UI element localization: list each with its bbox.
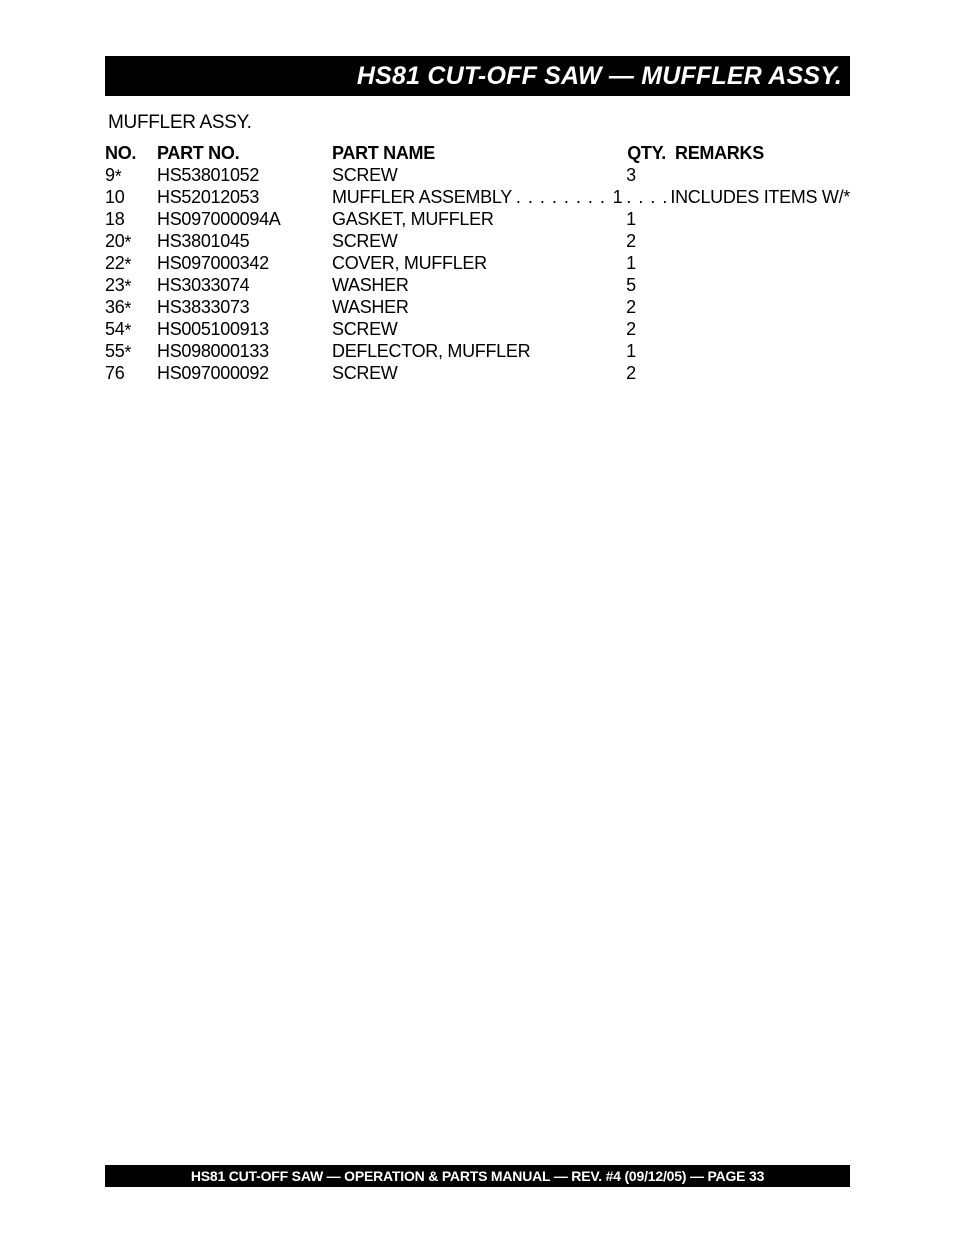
cell-remarks: INCLUDES ITEMS W/* [670,186,850,208]
dot-leader [622,186,670,208]
star-icon: * [124,254,131,274]
cell-no: 10 [105,186,157,208]
cell-partname: SCREW [332,318,622,340]
page-footer-bar: HS81 CUT-OFF SAW — OPERATION & PARTS MAN… [105,1165,850,1187]
table-row: 10HS52012053MUFFLER ASSEMBLY 1 INCLUDES IT… [105,186,850,208]
star-icon: * [124,298,131,318]
col-header-qty: QTY. [596,142,666,164]
cell-qty: 2 [596,318,666,340]
cell-partno: HS52012053 [157,186,332,208]
page-footer-text: HS81 CUT-OFF SAW — OPERATION & PARTS MAN… [191,1168,764,1184]
cell-no: 9* [105,164,157,187]
cell-partname: GASKET, MUFFLER [332,208,622,230]
cell-partname: MUFFLER ASSEMBLY [332,186,512,208]
cell-qty: 1 [596,252,666,274]
cell-partno: HS53801052 [157,164,332,186]
cell-partname: WASHER [332,296,622,318]
table-body: 9*HS53801052SCREW310HS52012053MUFFLER AS… [105,164,850,384]
cell-partname: SCREW [332,164,622,186]
cell-qty: 2 [596,362,666,384]
cell-partno: HS005100913 [157,318,332,340]
cell-partno: HS3833073 [157,296,332,318]
table-row: 18HS097000094AGASKET, MUFFLER1 [105,208,850,230]
cell-partname: COVER, MUFFLER [332,252,622,274]
dot-leader [512,186,613,208]
page-title-bar: HS81 CUT-OFF SAW — MUFFLER ASSY. [105,56,850,96]
table-row: 54*HS005100913SCREW2 [105,318,850,340]
parts-table: NO. PART NO. PART NAME QTY. REMARKS 9*HS… [105,142,850,384]
cell-partno: HS097000342 [157,252,332,274]
cell-no: 23* [105,274,157,297]
cell-qty: 1 [596,208,666,230]
table-row: 36*HS3833073WASHER2 [105,296,850,318]
cell-partname: SCREW [332,362,622,384]
star-icon: * [124,276,131,296]
table-row: 55*HS098000133DEFLECTOR, MUFFLER1 [105,340,850,362]
cell-partno: HS097000094A [157,208,332,230]
cell-no: 20* [105,230,157,253]
table-row: 22*HS097000342COVER, MUFFLER1 [105,252,850,274]
cell-qty: 1 [613,186,623,208]
cell-qty: 2 [596,296,666,318]
star-icon: * [124,232,131,252]
col-header-remarks: REMARKS [675,142,895,164]
col-header-no: NO. [105,142,157,164]
cell-partname: SCREW [332,230,622,252]
col-header-partname: PART NAME [332,142,622,164]
cell-no: 55* [105,340,157,363]
star-icon: * [124,320,131,340]
cell-no: 54* [105,318,157,341]
table-row: 9*HS53801052SCREW3 [105,164,850,186]
cell-partno: HS098000133 [157,340,332,362]
cell-qty: 5 [596,274,666,296]
cell-no: 22* [105,252,157,275]
page: HS81 CUT-OFF SAW — MUFFLER ASSY. MUFFLER… [0,0,954,1235]
cell-qty: 2 [596,230,666,252]
star-icon: * [124,342,131,362]
cell-no: 36* [105,296,157,319]
table-row: 20*HS3801045SCREW2 [105,230,850,252]
table-header-row: NO. PART NO. PART NAME QTY. REMARKS [105,142,850,164]
table-row: 76HS097000092SCREW2 [105,362,850,384]
cell-partname: WASHER [332,274,622,296]
table-row: 23*HS3033074WASHER5 [105,274,850,296]
page-title: HS81 CUT-OFF SAW — MUFFLER ASSY. [357,62,842,90]
cell-no: 18 [105,208,157,230]
cell-partno: HS3801045 [157,230,332,252]
dotleader-area: MUFFLER ASSEMBLY 1 INCLUDES ITEMS W/* [332,186,850,208]
cell-qty: 1 [596,340,666,362]
cell-qty: 3 [596,164,666,186]
cell-partno: HS097000092 [157,362,332,384]
cell-partno: HS3033074 [157,274,332,296]
cell-partname: DEFLECTOR, MUFFLER [332,340,622,362]
col-header-partno: PART NO. [157,142,332,164]
assembly-subtitle: MUFFLER ASSY. [108,112,252,134]
cell-no: 76 [105,362,157,384]
star-icon: * [115,166,122,186]
